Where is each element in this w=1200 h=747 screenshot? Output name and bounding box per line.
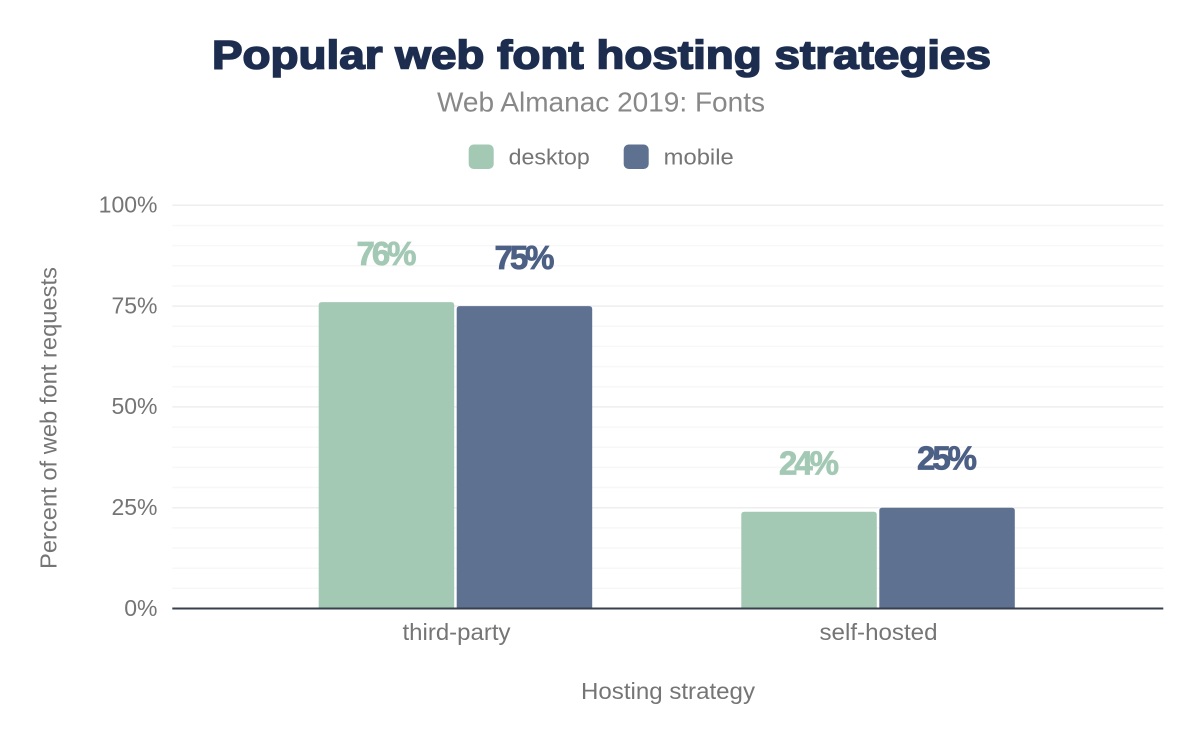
svg-text:0%: 0% bbox=[124, 595, 157, 621]
svg-text:75%: 75% bbox=[495, 239, 555, 276]
svg-text:24%: 24% bbox=[779, 445, 839, 482]
svg-text:Web Almanac 2019: Fonts: Web Almanac 2019: Fonts bbox=[437, 87, 765, 118]
svg-text:100%: 100% bbox=[99, 192, 158, 218]
svg-text:76%: 76% bbox=[357, 235, 417, 272]
svg-text:self-hosted: self-hosted bbox=[820, 619, 938, 645]
svg-text:Percent of web font requests: Percent of web font requests bbox=[36, 267, 62, 569]
svg-text:desktop: desktop bbox=[509, 145, 590, 170]
svg-text:third-party: third-party bbox=[403, 619, 512, 645]
svg-text:75%: 75% bbox=[111, 292, 157, 318]
svg-text:Hosting strategy: Hosting strategy bbox=[581, 678, 756, 704]
svg-text:mobile: mobile bbox=[664, 145, 734, 170]
svg-text:Popular web font hosting strat: Popular web font hosting strategies bbox=[212, 33, 991, 77]
svg-text:25%: 25% bbox=[111, 494, 157, 520]
svg-text:50%: 50% bbox=[111, 393, 157, 419]
svg-text:25%: 25% bbox=[917, 440, 977, 477]
